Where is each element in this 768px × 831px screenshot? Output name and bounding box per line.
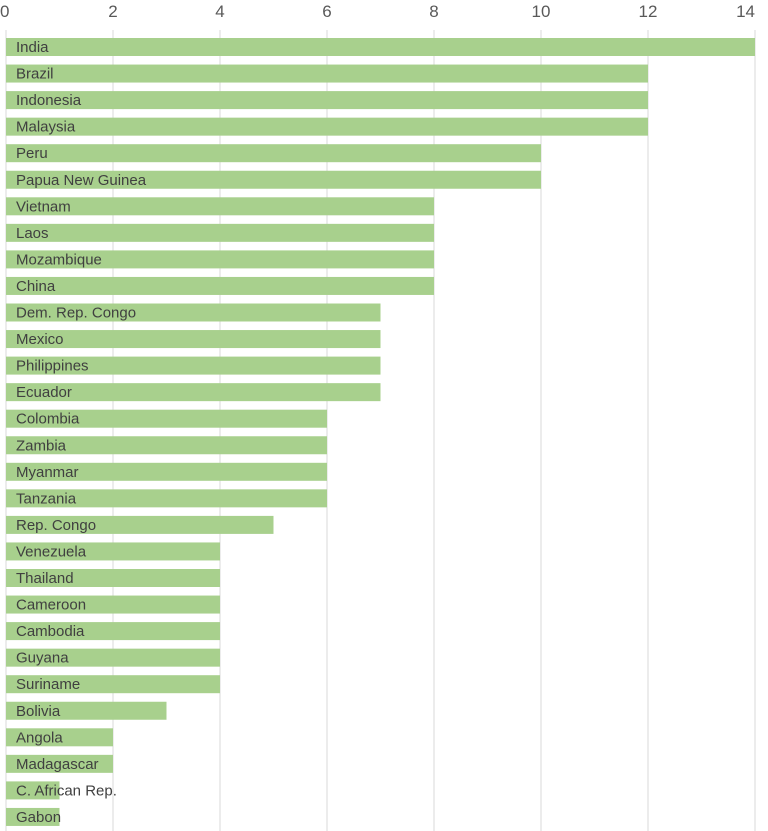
x-tick-label: 12 — [639, 2, 658, 21]
category-label: Indonesia — [16, 92, 82, 109]
bar — [6, 595, 220, 614]
category-label: Angola — [16, 729, 63, 746]
category-label: Papua New Guinea — [16, 172, 147, 189]
x-tick-label: 2 — [108, 2, 117, 21]
bar — [6, 648, 220, 667]
bar — [6, 64, 648, 83]
bar — [6, 409, 327, 428]
category-label: Mexico — [16, 331, 64, 348]
category-label: Cambodia — [16, 623, 85, 640]
bar — [6, 170, 541, 189]
bar — [6, 569, 220, 587]
category-label: China — [16, 278, 56, 295]
category-label: Tanzania — [16, 490, 77, 507]
bar — [6, 383, 381, 402]
bar — [6, 807, 60, 826]
x-tick-label: 0 — [0, 2, 9, 21]
category-label: C. African Rep. — [16, 782, 117, 799]
bar — [6, 489, 327, 508]
bar — [6, 117, 648, 136]
category-label: Peru — [16, 145, 48, 162]
category-label: India — [16, 39, 49, 56]
bar — [6, 515, 274, 534]
category-label: Bolivia — [16, 703, 61, 720]
category-label: Thailand — [16, 570, 74, 587]
category-label: Cameroon — [16, 597, 86, 614]
category-label: Laos — [16, 225, 49, 242]
x-tick-label: 10 — [532, 2, 551, 21]
category-label: Zambia — [16, 437, 67, 454]
bars — [6, 38, 755, 826]
category-label: Myanmar — [16, 464, 79, 481]
category-label: Gabon — [16, 809, 61, 826]
category-label: Madagascar — [16, 756, 99, 773]
category-label: Guyana — [16, 650, 69, 667]
bar — [6, 223, 434, 242]
bar — [6, 330, 381, 349]
category-label: Suriname — [16, 676, 80, 693]
category-label: Vietnam — [16, 198, 71, 215]
category-label: Mozambique — [16, 251, 102, 268]
bar — [6, 38, 755, 56]
bar — [6, 144, 541, 163]
bar — [6, 781, 60, 800]
gridlines — [5, 30, 756, 831]
x-tick-label: 4 — [215, 2, 224, 21]
x-tick-label: 6 — [322, 2, 331, 21]
x-tick-label: 8 — [429, 2, 438, 21]
category-label: Brazil — [16, 66, 54, 83]
category-label: Ecuador — [16, 384, 72, 401]
bar — [6, 303, 381, 322]
bar — [6, 250, 434, 269]
bar — [6, 91, 648, 110]
category-label: Colombia — [16, 411, 80, 428]
bar — [6, 197, 434, 216]
bar — [6, 276, 434, 295]
bar — [6, 675, 220, 694]
category-label: Rep. Congo — [16, 517, 96, 534]
bar — [6, 701, 167, 720]
category-label: Malaysia — [16, 119, 76, 136]
category-labels: India Brazil Indonesia Malaysia Peru Papua Ne… — [16, 39, 147, 826]
bar — [6, 754, 113, 773]
bar — [6, 356, 381, 375]
category-label: Dem. Rep. Congo — [16, 305, 136, 322]
category-label: Philippines — [16, 358, 89, 375]
bar — [6, 728, 113, 747]
bar — [6, 436, 327, 455]
bar — [6, 542, 220, 561]
x-axis-ticks: 0 2 4 6 8 10 12 14 — [0, 2, 755, 21]
x-tick-label: 14 — [736, 2, 755, 21]
category-label: Venezuela — [16, 543, 87, 560]
bar — [6, 462, 327, 481]
bar — [6, 622, 220, 641]
